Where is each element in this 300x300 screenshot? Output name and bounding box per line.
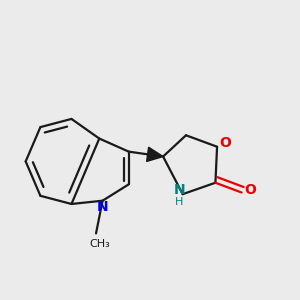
Polygon shape bbox=[147, 147, 163, 161]
Text: H: H bbox=[175, 197, 184, 207]
Text: CH₃: CH₃ bbox=[89, 239, 110, 249]
Text: O: O bbox=[244, 183, 256, 197]
Text: N: N bbox=[97, 200, 108, 214]
Text: O: O bbox=[219, 136, 231, 151]
Text: N: N bbox=[174, 183, 185, 197]
